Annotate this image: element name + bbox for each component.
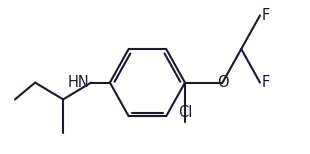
Text: F: F [261,8,270,23]
Text: Cl: Cl [178,105,192,120]
Text: O: O [217,75,228,90]
Text: HN: HN [68,75,90,90]
Text: F: F [261,75,270,90]
